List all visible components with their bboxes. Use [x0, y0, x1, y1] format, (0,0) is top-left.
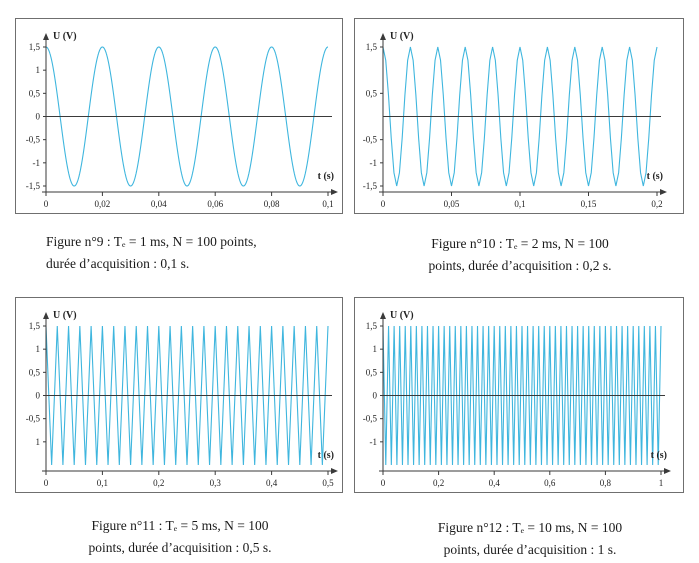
caption-line-2: durée d’acquisition : 0,1 s. [46, 256, 190, 271]
x-axis-arrow [660, 189, 667, 195]
y-tick-label: 1,5 [29, 42, 41, 52]
y-tick-label: -0,5 [26, 135, 41, 145]
x-tick-label: 0,4 [266, 478, 278, 488]
caption-figure-12: Figure n°12 : Tₑ = 10 ms, N = 100 points… [400, 517, 660, 561]
y-tick-label: 0,5 [366, 88, 378, 98]
x-tick-label: 0 [381, 199, 386, 209]
x-tick-label: 0,3 [210, 478, 222, 488]
x-tick-label: 0,04 [151, 199, 167, 209]
signal-curve [45, 46, 329, 187]
y-tick-label: -1 [370, 437, 378, 447]
caption-line-1: Figure n°9 : Tₑ = 1 ms, N = 100 points, [46, 234, 257, 249]
x-tick-label: 0,02 [95, 199, 111, 209]
x-axis-label: t (s) [318, 450, 334, 461]
y-tick-label: -0,5 [363, 414, 378, 424]
x-tick-label: 0,2 [433, 478, 444, 488]
y-tick-label: -0,5 [363, 135, 378, 145]
y-tick-label: 0,5 [366, 367, 378, 377]
y-tick-label: 0,5 [29, 88, 41, 98]
signal-curve [45, 325, 329, 466]
y-axis-label: U (V) [53, 31, 77, 42]
caption-line-1: Figure n°10 : Tₑ = 2 ms, N = 100 [431, 236, 609, 251]
x-tick-label: 0,2 [651, 199, 662, 209]
y-tick-label: 0 [373, 391, 378, 401]
x-axis-label: t (s) [318, 171, 334, 182]
x-tick-label: 0 [381, 478, 386, 488]
x-tick-label: 0,2 [153, 478, 164, 488]
y-tick-label: 1,5 [366, 321, 378, 331]
y-axis-arrow [43, 33, 49, 40]
caption-figure-10: Figure n°10 : Tₑ = 2 ms, N = 100 points,… [390, 233, 650, 277]
y-axis-arrow [380, 312, 386, 319]
chart-figure-9: 1,510,50-0,5-1-1,50 0,02 0,04 0,06 0,08 0,1U … [26, 31, 338, 209]
x-tick-label: 0,1 [97, 478, 108, 488]
caption-figure-11: Figure n°11 : Tₑ = 5 ms, N = 100 points,… [50, 515, 310, 559]
y-tick-label: 0 [36, 112, 41, 122]
chart-figure-10: 1,5 0,5 -0,5 -1 -1,50 0,05 0,1 0,15 0,2 U (V) t (s… [363, 31, 667, 209]
x-tick-label: 0,4 [489, 478, 501, 488]
y-tick-label: 1 [373, 344, 378, 354]
x-tick-label: 0,06 [207, 199, 223, 209]
y-tick-label: -1 [33, 158, 41, 168]
x-tick-label: 0,08 [264, 199, 280, 209]
y-tick-label: -1,5 [26, 181, 41, 191]
y-axis-label: U (V) [390, 31, 414, 42]
y-axis-arrow [380, 33, 386, 40]
x-tick-label: 0,1 [514, 199, 525, 209]
y-tick-label: -1 [370, 158, 378, 168]
signal-curve [382, 46, 658, 187]
caption-line-2: points, durée d’acquisition : 0,2 s. [428, 258, 612, 273]
x-tick-label: 0,5 [322, 478, 334, 488]
x-tick-label: 0,6 [544, 478, 556, 488]
x-tick-label: 0 [44, 199, 49, 209]
chart-panel-figure-10: 1,5 0,5 -0,5 -1 -1,5 0 0,05 0,1 0,15 0,2 U (V) t (s… [354, 18, 684, 214]
y-axis-arrow [43, 312, 49, 319]
caption-line-1: Figure n°11 : Tₑ = 5 ms, N = 100 [91, 518, 269, 533]
y-tick-label: 0,5 [29, 367, 41, 377]
x-axis-arrow [331, 189, 338, 195]
y-tick-label: 1 [36, 437, 41, 447]
x-tick-label: 0,05 [444, 199, 460, 209]
y-tick-label: 1 [36, 65, 41, 75]
x-tick-label: 0 [44, 478, 49, 488]
chart-panel-figure-11: 1,5 1 0,5 0 -0,5 1 0 0,1 0,2 0,3 0,4 0,5 U (V) t (s) [15, 297, 343, 493]
x-axis-label: t (s) [651, 450, 667, 461]
y-tick-label: -0,5 [26, 414, 41, 424]
caption-figure-9: Figure n°9 : Tₑ = 1 ms, N = 100 points, … [46, 231, 257, 275]
y-tick-label: -1,5 [363, 181, 378, 191]
y-tick-label: 1 [36, 344, 41, 354]
x-tick-label: 0,1 [322, 199, 333, 209]
x-tick-label: 1 [659, 478, 664, 488]
x-axis-arrow [331, 468, 338, 474]
caption-line-1: Figure n°12 : Tₑ = 10 ms, N = 100 [437, 520, 623, 535]
chart-figure-12: 1,5 1 0,5 0 -0,5 -1 0 0,2 0,4 0,6 0,8 1 U (V) t (s) [363, 310, 671, 488]
x-tick-label: 0,15 [581, 199, 597, 209]
chart-figure-11: 1,5 1 0,5 0 -0,5 1 0 0,1 0,2 0,3 0,4 0,5 U (V) t (s) [26, 310, 338, 488]
signal-curve [382, 325, 662, 466]
y-tick-label: 1,5 [366, 42, 378, 52]
x-axis-label: t (s) [647, 171, 663, 182]
y-tick-label: 1,5 [29, 321, 41, 331]
y-axis-label: U (V) [390, 310, 414, 321]
x-axis-arrow [664, 468, 671, 474]
y-tick-label: 0 [36, 391, 41, 401]
chart-panel-figure-12: 1,5 1 0,5 0 -0,5 -1 0 0,2 0,4 0,6 0,8 1 U (V) t (s) [354, 297, 684, 493]
y-axis-label: U (V) [53, 310, 77, 321]
caption-line-2: points, durée d’acquisition : 0,5 s. [88, 540, 272, 555]
chart-panel-figure-9: 1,5 1 0,5 0 -0,5 -1 -1,5 0 0,02 0,04 0,06 0,08 0,1 U … [15, 18, 343, 214]
caption-line-2: points, durée d’acquisition : 1 s. [443, 542, 617, 557]
x-tick-label: 0,8 [600, 478, 612, 488]
